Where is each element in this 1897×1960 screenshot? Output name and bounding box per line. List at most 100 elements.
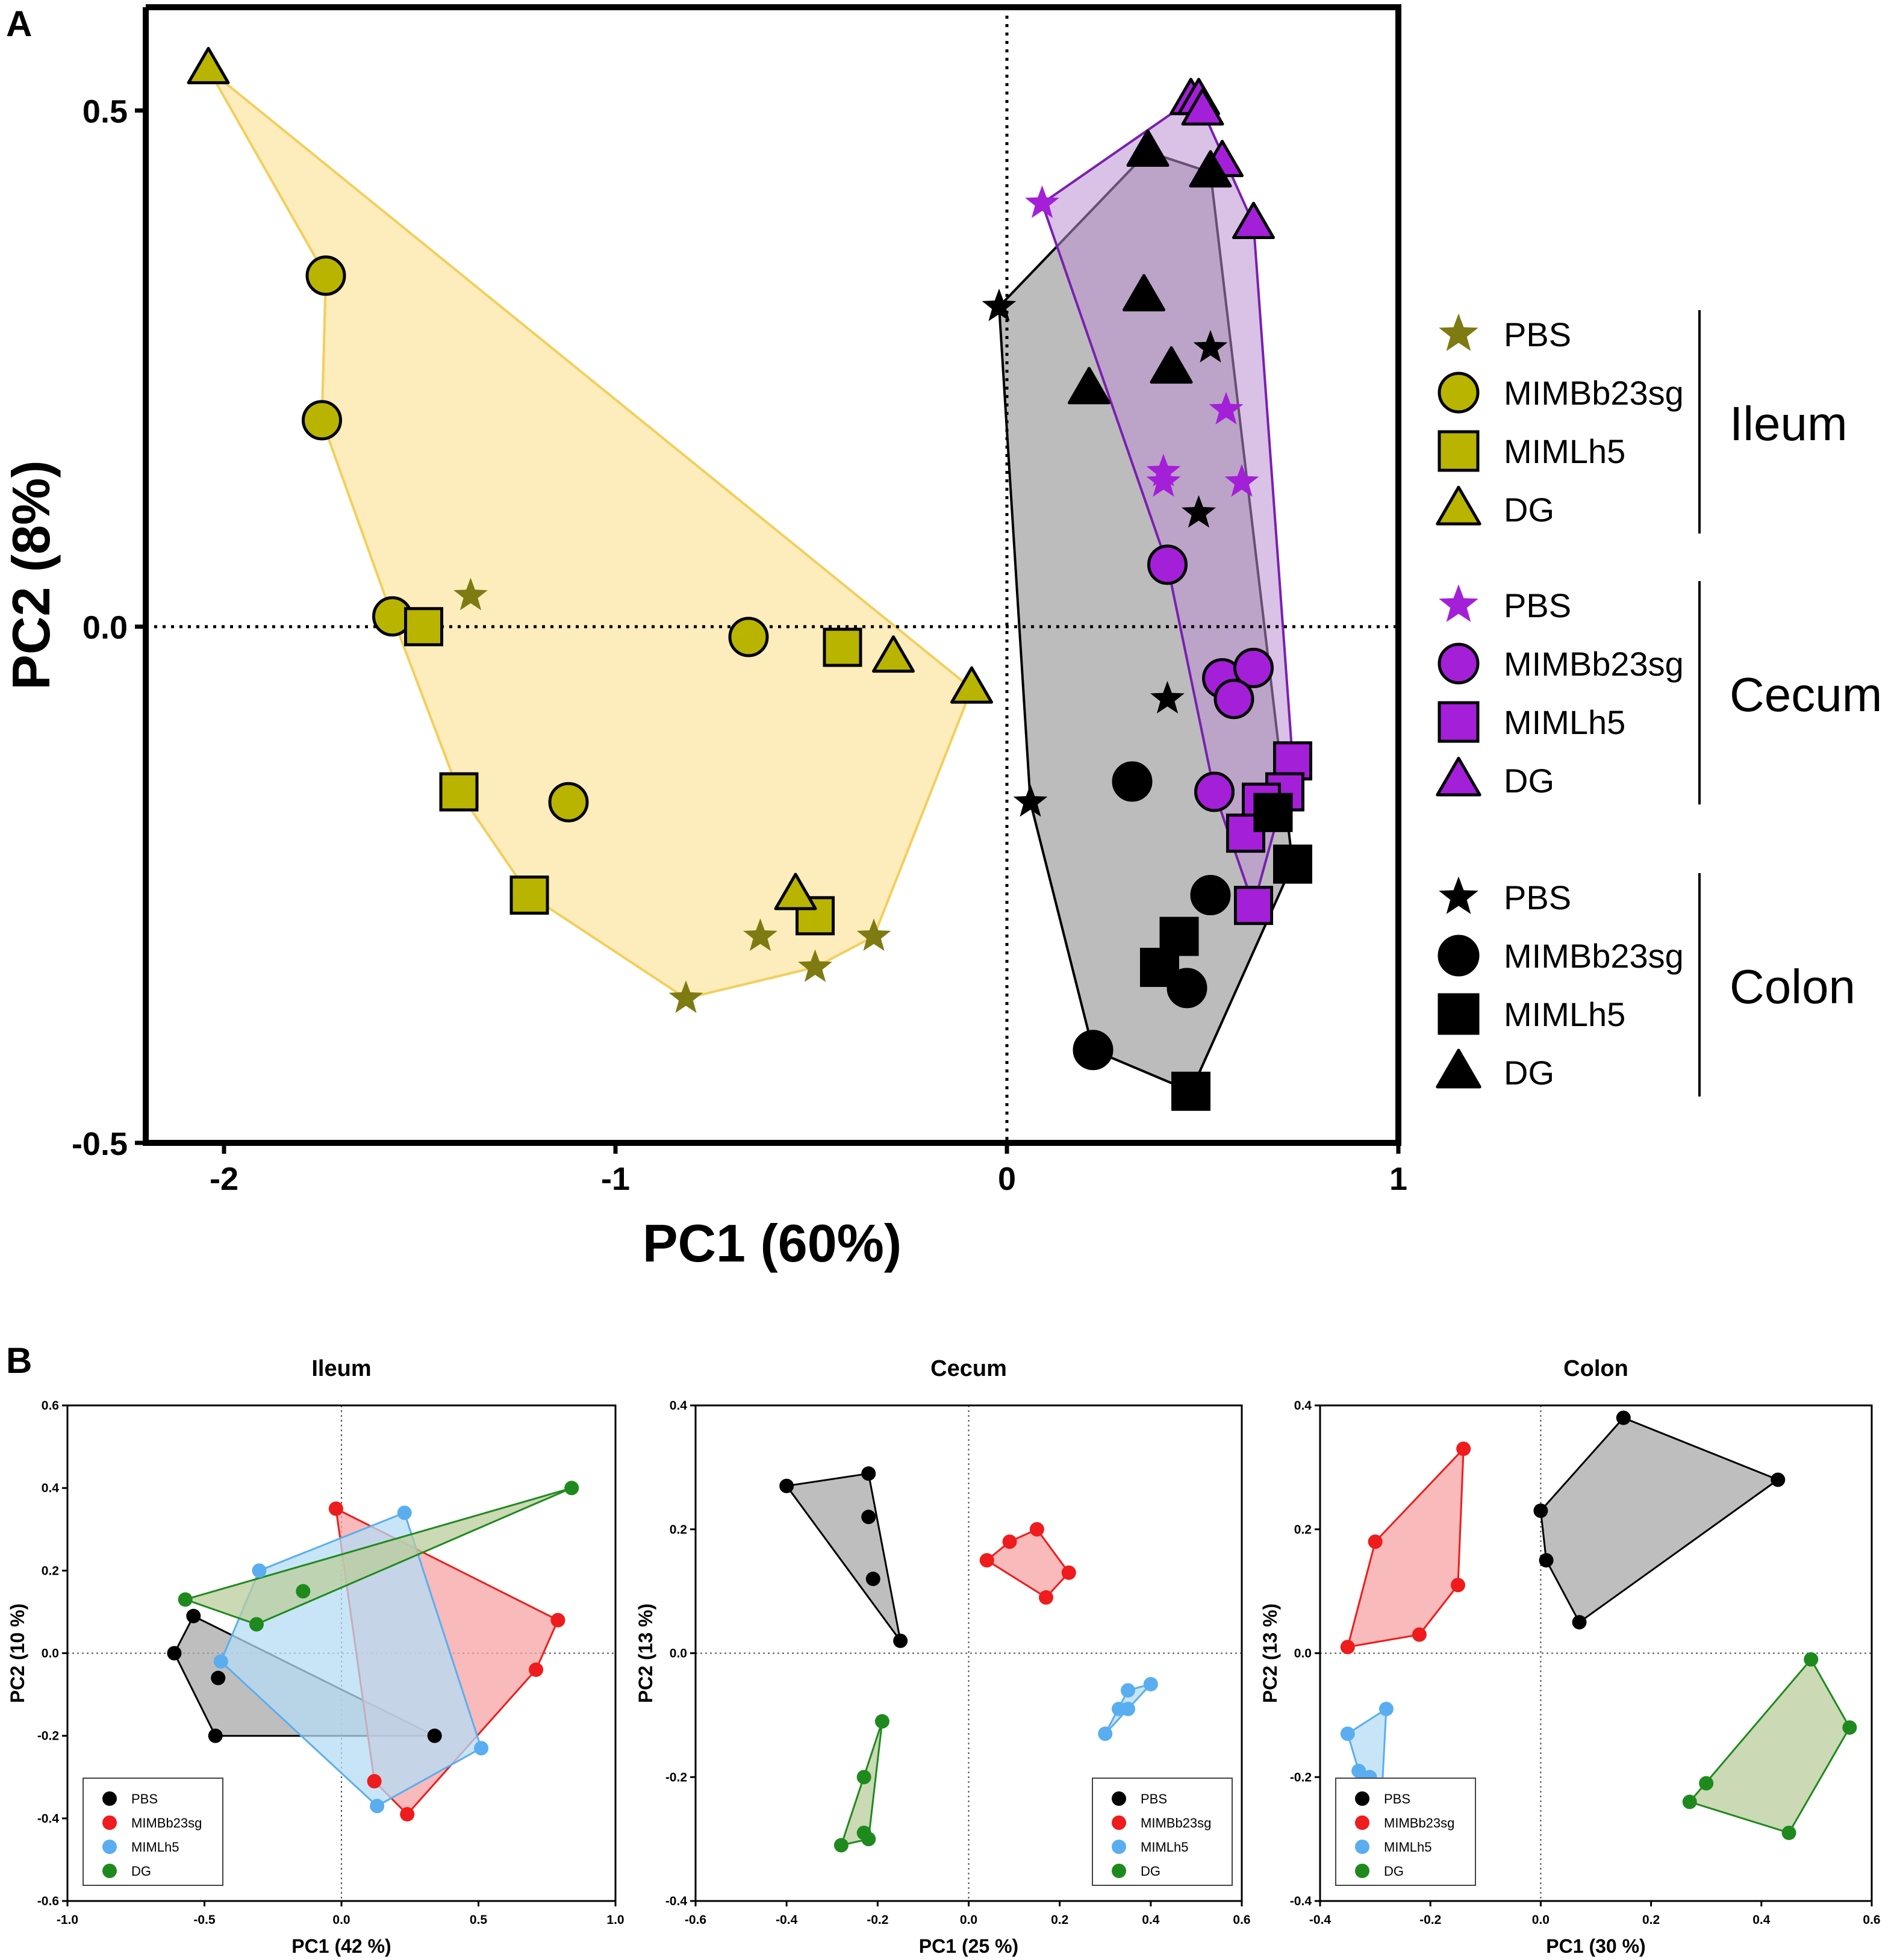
legend-marker-ileum-mimbb23sg xyxy=(1438,372,1480,414)
legend-marker-mimbb23sg xyxy=(1112,1815,1126,1830)
x-tick-label: -0.4 xyxy=(1309,1913,1332,1927)
y-tick-label: -0.4 xyxy=(37,1812,60,1826)
point-pbs xyxy=(1572,1615,1587,1630)
point-mimlh5 xyxy=(397,1505,412,1520)
legend-label: DG xyxy=(1384,1864,1404,1879)
point-ileum-mimbb23sg xyxy=(305,255,346,296)
point-mimbb23sg xyxy=(1029,1522,1044,1537)
y-tick-label: 0.0 xyxy=(1294,1647,1312,1661)
legend-label: MIMLh5 xyxy=(1141,1840,1188,1855)
y-tick-label: -0.4 xyxy=(665,1894,688,1908)
x-tick-label: 0.6 xyxy=(1233,1913,1250,1927)
point-ileum-pbs xyxy=(743,918,777,951)
point-dg xyxy=(1699,1776,1714,1791)
legend-marker-ileum-dg xyxy=(1436,485,1481,526)
legend-label: MIMLh5 xyxy=(131,1840,179,1855)
point-dg xyxy=(1842,1720,1857,1735)
legend-label: DG xyxy=(1504,1054,1554,1092)
legend-marker-pbs xyxy=(1355,1791,1369,1806)
point-mimbb23sg xyxy=(1002,1534,1017,1549)
point-ileum-pbs xyxy=(856,918,891,951)
legend-marker-colon-dg xyxy=(1436,1048,1481,1089)
point-cecum-mimbb23sg xyxy=(1213,679,1254,720)
point-mimlh5 xyxy=(1121,1702,1136,1717)
x-tick-label: 0.0 xyxy=(960,1913,977,1927)
point-dg xyxy=(1682,1794,1697,1809)
point-colon-dg xyxy=(1189,150,1232,188)
point-mimbb23sg xyxy=(328,1501,343,1516)
point-colon-mimlh5 xyxy=(1273,844,1312,884)
point-colon-pbs xyxy=(1013,784,1048,817)
point-mimbb23sg xyxy=(1412,1627,1427,1642)
point-mimlh5 xyxy=(252,1563,267,1578)
point-cecum-mimbb23sg xyxy=(1194,771,1235,812)
point-cecum-pbs xyxy=(1224,464,1259,497)
legend-label: PBS xyxy=(1141,1791,1167,1806)
legend-label: MIMBb23sg xyxy=(1141,1815,1211,1831)
point-mimlh5 xyxy=(1351,1763,1366,1778)
point-pbs xyxy=(211,1670,226,1685)
x-tick-label: -0.4 xyxy=(776,1913,798,1927)
legend-marker-pbs xyxy=(1112,1791,1126,1806)
point-pbs xyxy=(865,1572,880,1587)
legend-marker-ileum-pbs xyxy=(1439,313,1478,351)
point-mimbb23sg xyxy=(1368,1534,1383,1549)
point-ileum-mimlh5 xyxy=(823,627,862,667)
y-tick-label: 0.4 xyxy=(670,1399,688,1413)
legend-label: MIMBb23sg xyxy=(1504,374,1684,412)
point-mimlh5 xyxy=(213,1654,228,1669)
point-dg xyxy=(564,1481,579,1496)
legend-label: MIMBb23sg xyxy=(1504,645,1684,683)
point-cecum-pbs xyxy=(1146,464,1181,497)
point-ileum-mimlh5 xyxy=(509,876,549,915)
legend-group-title: Ileum xyxy=(1730,397,1848,450)
x-tick-label: 0 xyxy=(998,1161,1016,1197)
point-colon-dg xyxy=(1126,129,1170,167)
point-mimbb23sg xyxy=(1451,1578,1465,1593)
point-ileum-dg xyxy=(187,46,230,84)
legend-group-title: Colon xyxy=(1730,960,1855,1013)
x-tick-label: -0.5 xyxy=(193,1913,216,1927)
x-tick-label: 0.6 xyxy=(1863,1913,1880,1927)
legend-label: PBS xyxy=(131,1791,158,1806)
y-tick-label: 0.5 xyxy=(83,93,128,129)
x-tick-label: 1 xyxy=(1389,1161,1407,1197)
legend-marker-mimbb23sg xyxy=(102,1815,117,1830)
legend-marker-mimlh5 xyxy=(102,1840,117,1854)
legend-marker-colon-pbs xyxy=(1439,876,1478,914)
point-ileum-dg xyxy=(872,635,915,673)
legend-marker-cecum-mimbb23sg xyxy=(1438,642,1480,685)
point-cecum-mimlh5 xyxy=(1234,886,1273,926)
legend-label: DG xyxy=(131,1864,151,1879)
x-tick-label: -1 xyxy=(601,1161,630,1197)
point-mimlh5 xyxy=(1143,1676,1158,1691)
point-cecum-pbs xyxy=(1025,185,1059,218)
x-tick-label: 0.0 xyxy=(1532,1913,1550,1927)
point-dg xyxy=(861,1832,876,1847)
panel-a-chart: 0.5 0.0 -0.5 -2 -1 0 1 PC1 (60%) PC2 (8%) xyxy=(1,4,1407,1273)
point-mimlh5 xyxy=(1121,1683,1136,1698)
y-tick-label: -0.2 xyxy=(665,1770,687,1784)
point-colon-pbs xyxy=(1193,329,1228,362)
point-ileum-dg xyxy=(950,666,993,704)
point-colon-mimlh5 xyxy=(1253,792,1293,832)
point-mimbb23sg xyxy=(1456,1442,1471,1457)
legend-label: PBS xyxy=(1504,586,1571,624)
x-axis-label: PC1 (42 %) xyxy=(291,1935,391,1957)
y-tick-label: -0.4 xyxy=(1290,1894,1312,1908)
legend-label: DG xyxy=(1504,762,1554,800)
point-mimbb23sg xyxy=(550,1613,565,1628)
point-pbs xyxy=(208,1728,223,1743)
x-tick-label: 0.4 xyxy=(1752,1913,1771,1927)
point-pbs xyxy=(427,1728,442,1743)
legend-marker-colon-mimlh5 xyxy=(1438,993,1480,1035)
point-colon-mimlh5 xyxy=(1140,948,1179,988)
y-tick-label: 0.4 xyxy=(42,1481,60,1495)
point-ileum-mimbb23sg xyxy=(302,400,342,441)
legend-label: DG xyxy=(1141,1864,1160,1879)
legend-label: MIMLh5 xyxy=(1504,703,1625,741)
point-dg xyxy=(856,1770,871,1785)
point-cecum-dg xyxy=(1181,88,1224,126)
panel-a-label: A xyxy=(6,4,32,44)
point-colon-pbs xyxy=(982,288,1017,322)
